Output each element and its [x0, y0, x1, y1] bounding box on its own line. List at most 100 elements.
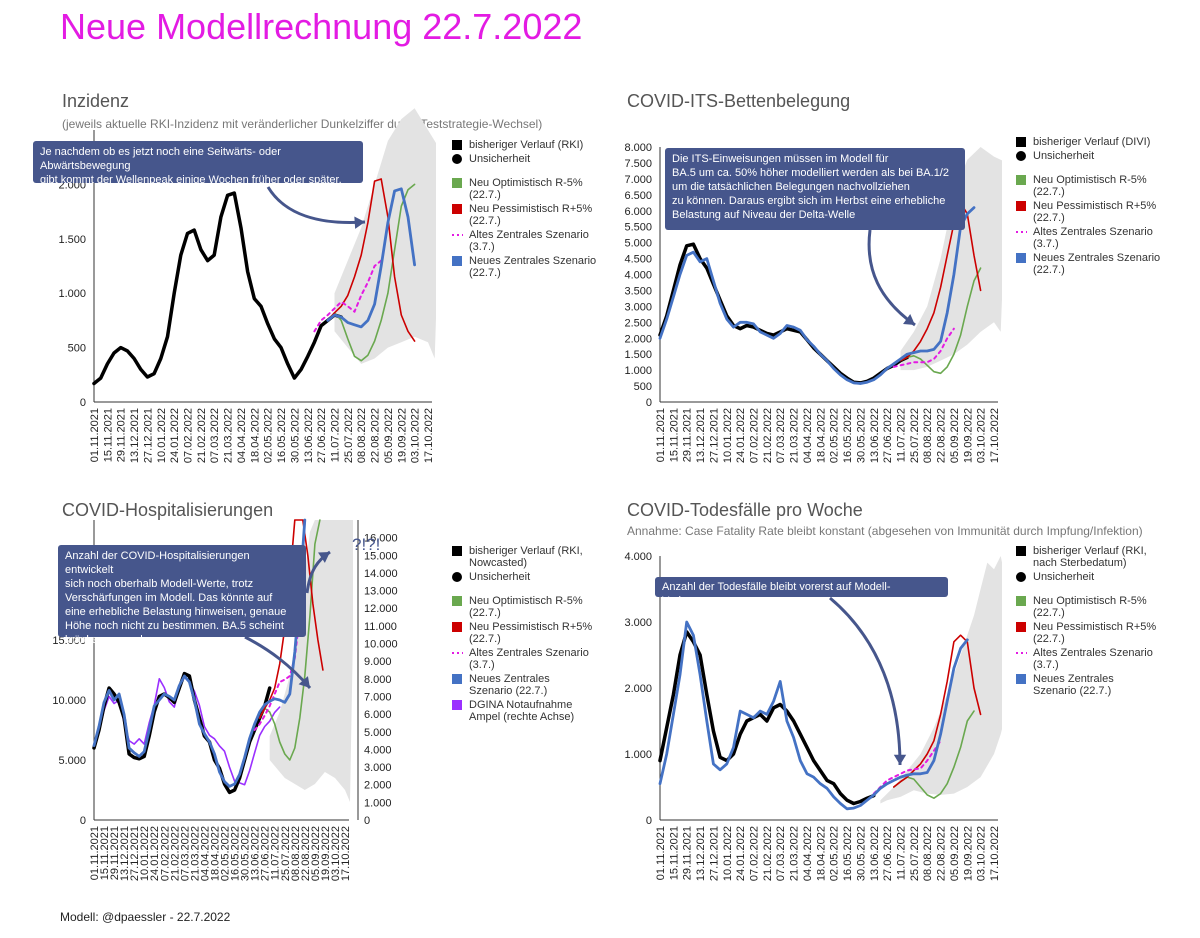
- x-tick-label: 13.12.2021: [695, 408, 707, 463]
- x-tick-label: 05.09.2022: [310, 826, 322, 881]
- y-tick-label: 7.000: [624, 174, 652, 186]
- x-tick-label: 29.11.2021: [116, 408, 128, 462]
- callout-arrow-head: [298, 676, 310, 688]
- legend-label: Unsicherheit: [469, 571, 530, 583]
- x-tick-label: 03.10.2022: [976, 826, 988, 881]
- callout-line: Die ITS-Einweisungen müssen im Modell fü…: [672, 153, 889, 165]
- legend-swatch: [1016, 137, 1026, 147]
- footer-credit: Modell: @dpaessler - 22.7.2022: [60, 910, 231, 924]
- legend-label: Neu Optimistisch R-5%: [1033, 174, 1147, 186]
- series-line-old_central: [872, 739, 942, 795]
- x-tick-label: 08.08.2022: [922, 826, 934, 881]
- inzidenz-title: Inzidenz: [62, 91, 130, 111]
- x-tick-label: 22.08.2022: [936, 826, 948, 881]
- x-tick-label: 18.04.2022: [209, 826, 221, 881]
- series-line-old_central: [313, 259, 383, 333]
- y-tick-label: 2.000: [624, 333, 652, 345]
- uncertainty-band: [900, 147, 1002, 371]
- y-tick-label: 6.500: [624, 190, 652, 202]
- legend-label: (22.7.): [1033, 607, 1065, 619]
- series-line-optimistic: [899, 267, 982, 375]
- x-tick-label: 02.05.2022: [263, 408, 275, 463]
- tod-title: COVID-Todesfälle pro Woche: [627, 500, 863, 520]
- y-tick-label: 6.000: [624, 206, 652, 218]
- x-tick-label: 19.09.2022: [962, 408, 974, 463]
- legend-swatch: [452, 204, 462, 214]
- x-tick-label: 25.07.2022: [909, 826, 921, 881]
- inzidenz-callout: Je nachdem ob es jetzt noch eine Seitwär…: [33, 141, 363, 186]
- legend-label: Szenario (22.7.): [1033, 685, 1111, 697]
- legend-label: Ampel (rechte Achse): [469, 711, 574, 723]
- uncertainty-band: [269, 520, 353, 802]
- y-tick-label: 2.500: [624, 317, 652, 329]
- y-tick-label: 0: [80, 397, 86, 409]
- legend-label: (22.7.): [1033, 264, 1065, 276]
- x-tick-label: 01.11.2021: [655, 826, 667, 880]
- x-tick-label: 15.11.2021: [668, 408, 680, 462]
- legend-swatch: [1016, 201, 1026, 211]
- legend-label: (3.7.): [1033, 659, 1059, 671]
- legend-label: Neu Pessimistisch R+5%: [1033, 621, 1156, 633]
- legend-swatch: [452, 596, 462, 606]
- callout-arrow-head: [354, 216, 365, 229]
- x-tick-label: 16.05.2022: [842, 408, 854, 463]
- x-tick-label: 21.02.2022: [169, 826, 181, 881]
- x-tick-label: 07.03.2022: [179, 826, 191, 881]
- y2-tick-label: 2.000: [364, 780, 392, 792]
- x-tick-label: 10.01.2022: [722, 408, 734, 463]
- x-tick-label: 25.07.2022: [280, 826, 292, 881]
- its-chart: 0 500 1.000 1.500 2.000 2.500 3.000 3.500 4.000 4…: [624, 136, 1160, 463]
- x-tick-label: 16.05.2022: [842, 826, 854, 881]
- x-tick-label: 27.12.2021: [129, 826, 141, 881]
- legend-label: Neues Zentrales: [1033, 673, 1114, 685]
- x-tick-label: 03.10.2022: [976, 408, 988, 463]
- x-tick-label: 21.02.2022: [762, 826, 774, 881]
- x-tick-label: 04.04.2022: [199, 826, 211, 881]
- series-line-optimistic: [326, 183, 416, 362]
- legend-label: Unsicherheit: [469, 153, 530, 165]
- y-tick-label: 4.000: [624, 551, 652, 563]
- legend-label: Unsicherheit: [1033, 571, 1094, 583]
- series-line-new_central: [658, 620, 969, 811]
- x-tick-label: 17.10.2022: [340, 826, 352, 881]
- legend-swatch: [452, 622, 462, 632]
- x-tick-label: 17.10.2022: [989, 826, 1001, 881]
- x-tick-label: 10.01.2022: [722, 826, 734, 881]
- hosp-chart: 0 5.000 10.000 15.000 0 1.000 2.000 3.000 4.000 5…: [52, 518, 592, 881]
- x-tick-label: 08.08.2022: [922, 408, 934, 463]
- x-tick-label: 22.08.2022: [300, 826, 312, 881]
- x-tick-label: 27.12.2021: [708, 826, 720, 881]
- y2-tick-label: 9.000: [364, 656, 392, 668]
- legend-swatch: [1016, 572, 1026, 582]
- x-tick-label: 19.09.2022: [320, 826, 332, 881]
- legend-label: Neu Optimistisch R-5%: [469, 595, 583, 607]
- y-tick-label: 2.000: [624, 683, 652, 695]
- callout-arrow-head: [903, 313, 915, 325]
- callout-line: sich noch oberhalb Modell-Werte, trotz: [65, 578, 254, 590]
- y2-tick-label: 6.000: [364, 709, 392, 721]
- x-tick-label: 25.07.2022: [343, 408, 355, 463]
- x-tick-label: 04.04.2022: [236, 408, 248, 463]
- x-tick-label: 10.01.2022: [156, 408, 168, 463]
- series-line-pessimistic: [326, 178, 416, 342]
- x-tick-label: 29.11.2021: [109, 826, 121, 880]
- x-tick-label: 27.06.2022: [882, 826, 894, 881]
- y2-tick-label: 5.000: [364, 727, 392, 739]
- x-tick-label: 02.05.2022: [829, 826, 841, 881]
- x-tick-label: 27.06.2022: [316, 408, 328, 463]
- legend-swatch: [452, 572, 462, 582]
- uncertainty-band: [880, 556, 1002, 804]
- legend-swatch: [1016, 674, 1026, 684]
- y-tick-label: 1.000: [624, 365, 652, 377]
- x-tick-label: 16.05.2022: [276, 408, 288, 463]
- x-tick-label: 01.11.2021: [89, 826, 101, 880]
- x-tick-label: 21.03.2022: [789, 826, 801, 881]
- legend-label: Szenario (22.7.): [469, 685, 547, 697]
- x-tick-label: 19.09.2022: [962, 826, 974, 881]
- x-tick-label: 18.04.2022: [815, 826, 827, 881]
- hosp-title: COVID-Hospitalisierungen: [62, 500, 274, 520]
- x-tick-label: 17.10.2022: [989, 408, 1001, 463]
- legend-label: DGINA Notaufnahme: [469, 699, 572, 711]
- legend-label: Nowcasted): [469, 557, 527, 569]
- y2-tick-label: 8.000: [364, 674, 392, 686]
